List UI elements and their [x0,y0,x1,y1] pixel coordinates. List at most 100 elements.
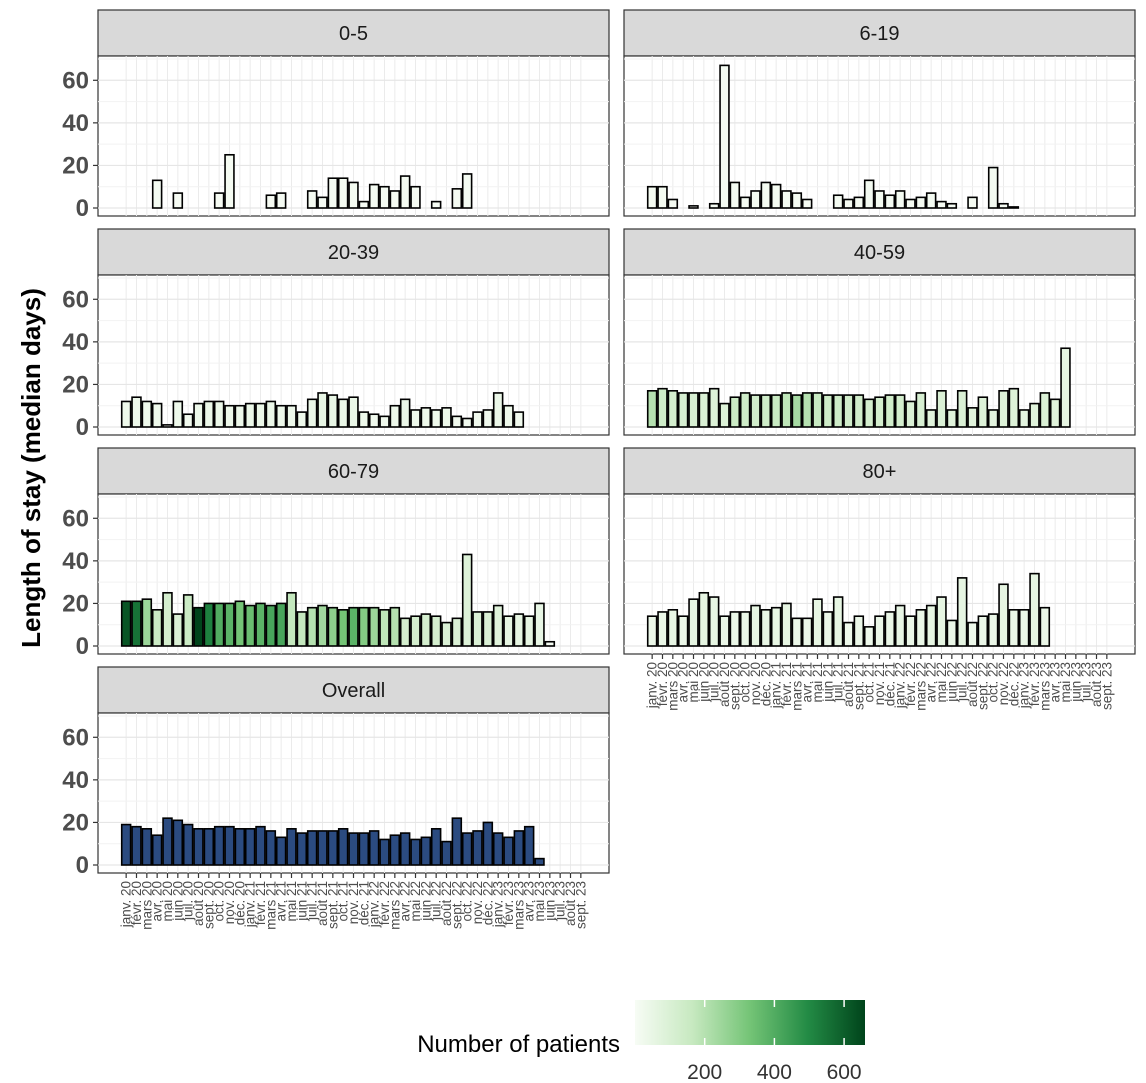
bar [843,621,854,647]
x-tick-label: avr. 22 [398,881,413,922]
bar [306,190,318,209]
bar [925,409,937,428]
bar [739,196,751,209]
bar [420,407,432,428]
bar [255,602,266,647]
x-tick-label: juin 20 [696,662,711,703]
bar [503,836,514,866]
x-tick-label: févr. 20 [655,662,670,706]
bar [874,396,885,428]
bar [172,192,184,209]
bar [451,188,463,209]
bar [760,394,772,428]
bar [677,615,689,647]
bar [646,390,658,428]
bar [482,821,494,866]
x-tick-label: mai 21 [284,881,299,922]
x-tick-label: nov. 22 [470,881,485,924]
bar [677,392,689,428]
bar [317,604,328,647]
bar [193,402,204,428]
x-tick-label: févr. 22 [903,662,918,706]
x-tick-label: juin 21 [820,662,835,703]
bar [863,179,875,209]
x-tick-label: avr. 21 [800,662,815,703]
bar [317,392,328,428]
bar [265,604,277,647]
bar [151,609,163,647]
y-tick-label: 40 [62,329,89,356]
x-tick-label: mars 21 [263,881,278,930]
x-tick-label: juil. 21 [305,881,320,921]
x-tick-label: juin 23 [542,881,557,922]
bar [657,185,668,209]
x-tick-label: août 20 [717,662,732,707]
bar [410,185,421,209]
bar [884,611,896,647]
x-tick-label: oct. 20 [212,881,227,922]
bar [255,825,266,866]
legend-ticks: 200 400 600 [687,1000,862,1083]
x-tick-label: juin 22 [944,662,959,703]
x-tick-label: mars 20 [665,662,680,711]
panel-strip-label: 6-19 [859,23,899,45]
bar [337,177,349,209]
bar [317,830,328,866]
y-tick-label: 60 [62,505,89,532]
bar [348,606,359,647]
bar [708,387,720,428]
bar [770,183,782,209]
bar [946,202,958,209]
bar [503,615,514,647]
x-tick-label: juil. 20 [707,662,722,702]
bar [430,409,442,428]
x-tick-label: déc. 20 [232,881,247,925]
bar [162,817,173,866]
bar [791,394,803,428]
bar [492,392,504,428]
x-tick-label: oct. 20 [738,662,753,703]
bar [946,409,958,428]
bar [451,617,463,647]
bar [368,830,380,866]
bar [791,617,803,647]
x-tick-label: mars 23 [511,881,526,930]
bar [791,192,803,209]
x-tick-label: août 22 [439,881,454,926]
bar [131,825,142,866]
bar [719,402,730,428]
legend-tick-label: 400 [757,1061,792,1083]
bar [915,196,927,209]
x-tick-label: janv. 20 [119,881,134,928]
y-tick-label: 20 [62,590,89,617]
bar [688,205,699,209]
bar [843,394,854,428]
x-tick-label: août 23 [563,881,578,926]
bar [451,415,463,428]
bar [946,619,958,647]
x-tick-label: déc. 21 [882,662,897,706]
bar [729,181,741,209]
legend-tick-label: 200 [687,1061,722,1083]
x-tick-label: juil. 20 [181,881,196,921]
y-tick-label: 0 [76,633,89,660]
x-tick-label: avr. 23 [1048,662,1063,703]
y-axis-label: Length of stay (median days) [16,288,46,648]
x-tick-label: août 23 [1089,662,1104,707]
bar [224,153,235,209]
bar [203,828,215,866]
bar [182,823,194,866]
bar [770,606,782,647]
bar [925,192,937,209]
bar [131,396,142,428]
bar [420,613,432,647]
bar [410,615,421,647]
bar [708,202,720,209]
bar [131,600,142,647]
bar [379,415,390,428]
bar [1029,402,1040,428]
bar [213,602,225,647]
bar [884,194,896,209]
x-tick-label: févr. 20 [129,881,144,925]
bar [781,602,792,647]
